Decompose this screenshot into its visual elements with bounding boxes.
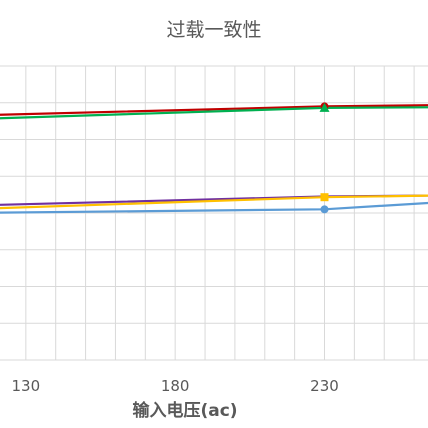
series-lines (0, 104, 428, 214)
data-point (320, 193, 329, 202)
chart-title: 过载一致性 (166, 19, 261, 41)
x-tick-label: 130 (12, 377, 41, 395)
series-markers (319, 102, 330, 214)
data-point (320, 205, 329, 214)
x-tick-label: 230 (310, 377, 339, 395)
x-tick-labels: 130 180 230 (12, 377, 339, 395)
data-point (319, 102, 330, 112)
x-tick-label: 180 (161, 377, 190, 395)
x-axis-label: 输入电压(ac) (132, 400, 237, 421)
